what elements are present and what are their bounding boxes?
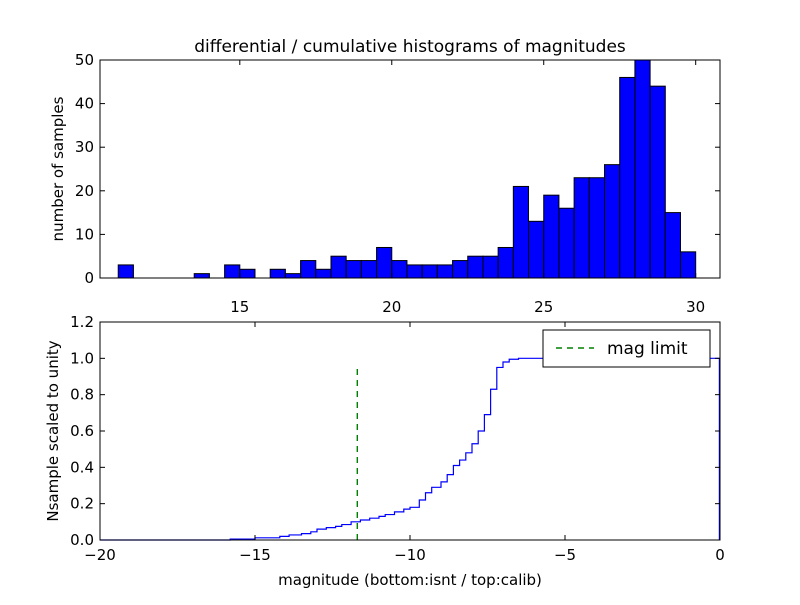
top-histogram-panel: 0 10 20 30 40 50 15 20 25 30 differential / cumul… bbox=[49, 37, 721, 316]
bottom-y-tick-label: 0.6 bbox=[70, 422, 94, 440]
top-y-tick-label: 30 bbox=[75, 138, 94, 156]
cumulative-step-line bbox=[100, 357, 720, 541]
histogram-bar bbox=[543, 194, 560, 279]
top-chart-title: differential / cumulative histograms of … bbox=[194, 37, 626, 57]
top-plot-frame bbox=[99, 59, 721, 279]
histogram-bar bbox=[512, 185, 530, 279]
bottom-y-tick-label: 0.8 bbox=[70, 386, 94, 404]
top-axis-ticks: 0 10 20 30 40 50 15 20 25 30 bbox=[75, 51, 720, 316]
bottom-y-axis-label: Nsample scaled to unity bbox=[44, 340, 62, 521]
histogram-bar bbox=[573, 177, 590, 279]
histogram-bar bbox=[376, 246, 393, 279]
histogram-bar bbox=[664, 212, 681, 279]
histogram-bar bbox=[224, 264, 241, 279]
bottom-x-tick-label: −10 bbox=[394, 546, 426, 564]
bottom-x-tick-label: 0 bbox=[715, 546, 725, 564]
bottom-y-tick-label: 1.2 bbox=[70, 313, 94, 331]
bottom-y-tick-label: 0.4 bbox=[70, 458, 94, 476]
histogram-bar bbox=[269, 268, 286, 279]
histogram-bar bbox=[604, 164, 621, 279]
histogram-bar bbox=[360, 260, 378, 279]
histogram-bar bbox=[452, 260, 469, 279]
histogram-bar bbox=[239, 268, 256, 279]
histogram-bar bbox=[528, 220, 545, 279]
histogram-bar bbox=[421, 264, 438, 279]
bottom-cumulative-panel: 0.0 0.2 0.4 0.6 0.8 1.0 1.2 −20 −15 −10 −5 0 magnit… bbox=[44, 313, 725, 589]
top-y-tick-label: 20 bbox=[75, 182, 94, 200]
histogram-bar bbox=[406, 264, 423, 279]
histogram-bar bbox=[284, 273, 302, 279]
top-y-tick-label: 40 bbox=[75, 95, 94, 113]
histogram-bar bbox=[300, 260, 317, 279]
bottom-axis-ticks: 0.0 0.2 0.4 0.6 0.8 1.0 1.2 −20 −15 −10 −5 0 bbox=[70, 313, 725, 564]
histogram-bar bbox=[193, 273, 210, 279]
histogram-bar bbox=[482, 255, 499, 279]
legend-label-mag-limit: mag limit bbox=[607, 339, 688, 359]
histogram-bar bbox=[679, 251, 697, 279]
histogram-bar bbox=[330, 255, 347, 279]
bottom-plot-frame bbox=[99, 321, 721, 541]
top-y-tick-label: 0 bbox=[84, 269, 94, 287]
bottom-series-lines bbox=[100, 357, 720, 541]
histogram-bar bbox=[558, 207, 575, 279]
top-x-tick-label: 25 bbox=[534, 298, 553, 316]
top-y-tick-label: 10 bbox=[75, 225, 94, 243]
bottom-x-tick-label: −15 bbox=[239, 546, 271, 564]
top-histogram-bars bbox=[117, 59, 697, 279]
bottom-y-tick-label: 1.0 bbox=[70, 349, 94, 367]
top-y-tick-label: 50 bbox=[75, 51, 94, 69]
histogram-bar bbox=[619, 76, 636, 279]
histogram-bar bbox=[117, 264, 134, 279]
histogram-bar bbox=[315, 268, 332, 279]
histogram-bar bbox=[497, 246, 514, 279]
bottom-y-tick-label: 0.2 bbox=[70, 495, 94, 513]
histogram-bar bbox=[345, 260, 362, 279]
histogram-bar bbox=[467, 255, 484, 279]
bottom-y-tick-label: 0.0 bbox=[70, 531, 94, 549]
histogram-bar bbox=[436, 264, 454, 279]
histogram-bar bbox=[634, 59, 651, 279]
legend: mag limit bbox=[542, 329, 711, 368]
top-x-tick-label: 15 bbox=[230, 298, 249, 316]
histogram-bar bbox=[391, 260, 408, 279]
top-x-tick-label: 30 bbox=[686, 298, 705, 316]
bottom-x-axis-label: magnitude (bottom:isnt / top:calib) bbox=[278, 571, 542, 589]
bottom-x-tick-label: −20 bbox=[84, 546, 116, 564]
top-x-tick-label: 20 bbox=[382, 298, 401, 316]
bottom-x-tick-label: −5 bbox=[554, 546, 576, 564]
histogram-bar bbox=[588, 177, 606, 279]
histogram-bar bbox=[649, 85, 666, 279]
top-y-axis-label: number of samples bbox=[49, 96, 67, 241]
